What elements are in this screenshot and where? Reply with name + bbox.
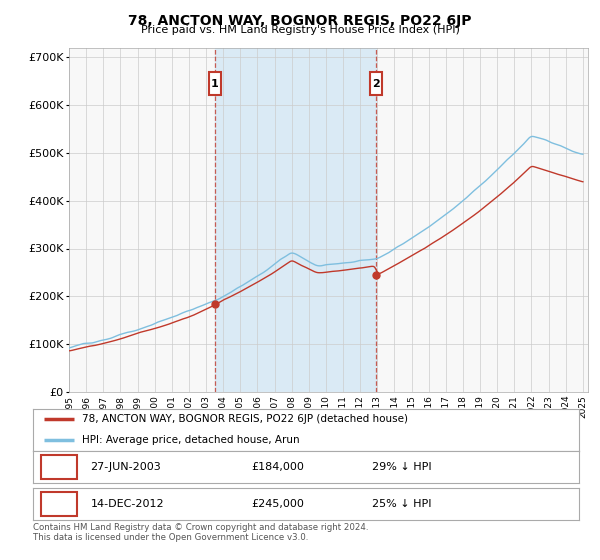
Text: 78, ANCTON WAY, BOGNOR REGIS, PO22 6JP (detached house): 78, ANCTON WAY, BOGNOR REGIS, PO22 6JP (… — [82, 414, 408, 424]
Text: Contains HM Land Registry data © Crown copyright and database right 2024.
This d: Contains HM Land Registry data © Crown c… — [33, 523, 368, 543]
Text: 2: 2 — [373, 79, 380, 89]
Text: £184,000: £184,000 — [251, 462, 304, 472]
Text: 2: 2 — [55, 497, 63, 511]
Text: 27-JUN-2003: 27-JUN-2003 — [91, 462, 161, 472]
FancyBboxPatch shape — [41, 455, 77, 479]
Text: 78, ANCTON WAY, BOGNOR REGIS, PO22 6JP: 78, ANCTON WAY, BOGNOR REGIS, PO22 6JP — [128, 14, 472, 28]
FancyBboxPatch shape — [209, 72, 221, 95]
Text: 1: 1 — [55, 460, 63, 474]
FancyBboxPatch shape — [41, 492, 77, 516]
Text: £245,000: £245,000 — [251, 499, 304, 509]
Text: Price paid vs. HM Land Registry's House Price Index (HPI): Price paid vs. HM Land Registry's House … — [140, 25, 460, 35]
Text: 29% ↓ HPI: 29% ↓ HPI — [371, 462, 431, 472]
Text: HPI: Average price, detached house, Arun: HPI: Average price, detached house, Arun — [82, 435, 300, 445]
Text: 1: 1 — [211, 79, 218, 89]
FancyBboxPatch shape — [370, 72, 382, 95]
Text: 25% ↓ HPI: 25% ↓ HPI — [371, 499, 431, 509]
Text: 14-DEC-2012: 14-DEC-2012 — [91, 499, 164, 509]
Bar — [215, 48, 376, 392]
